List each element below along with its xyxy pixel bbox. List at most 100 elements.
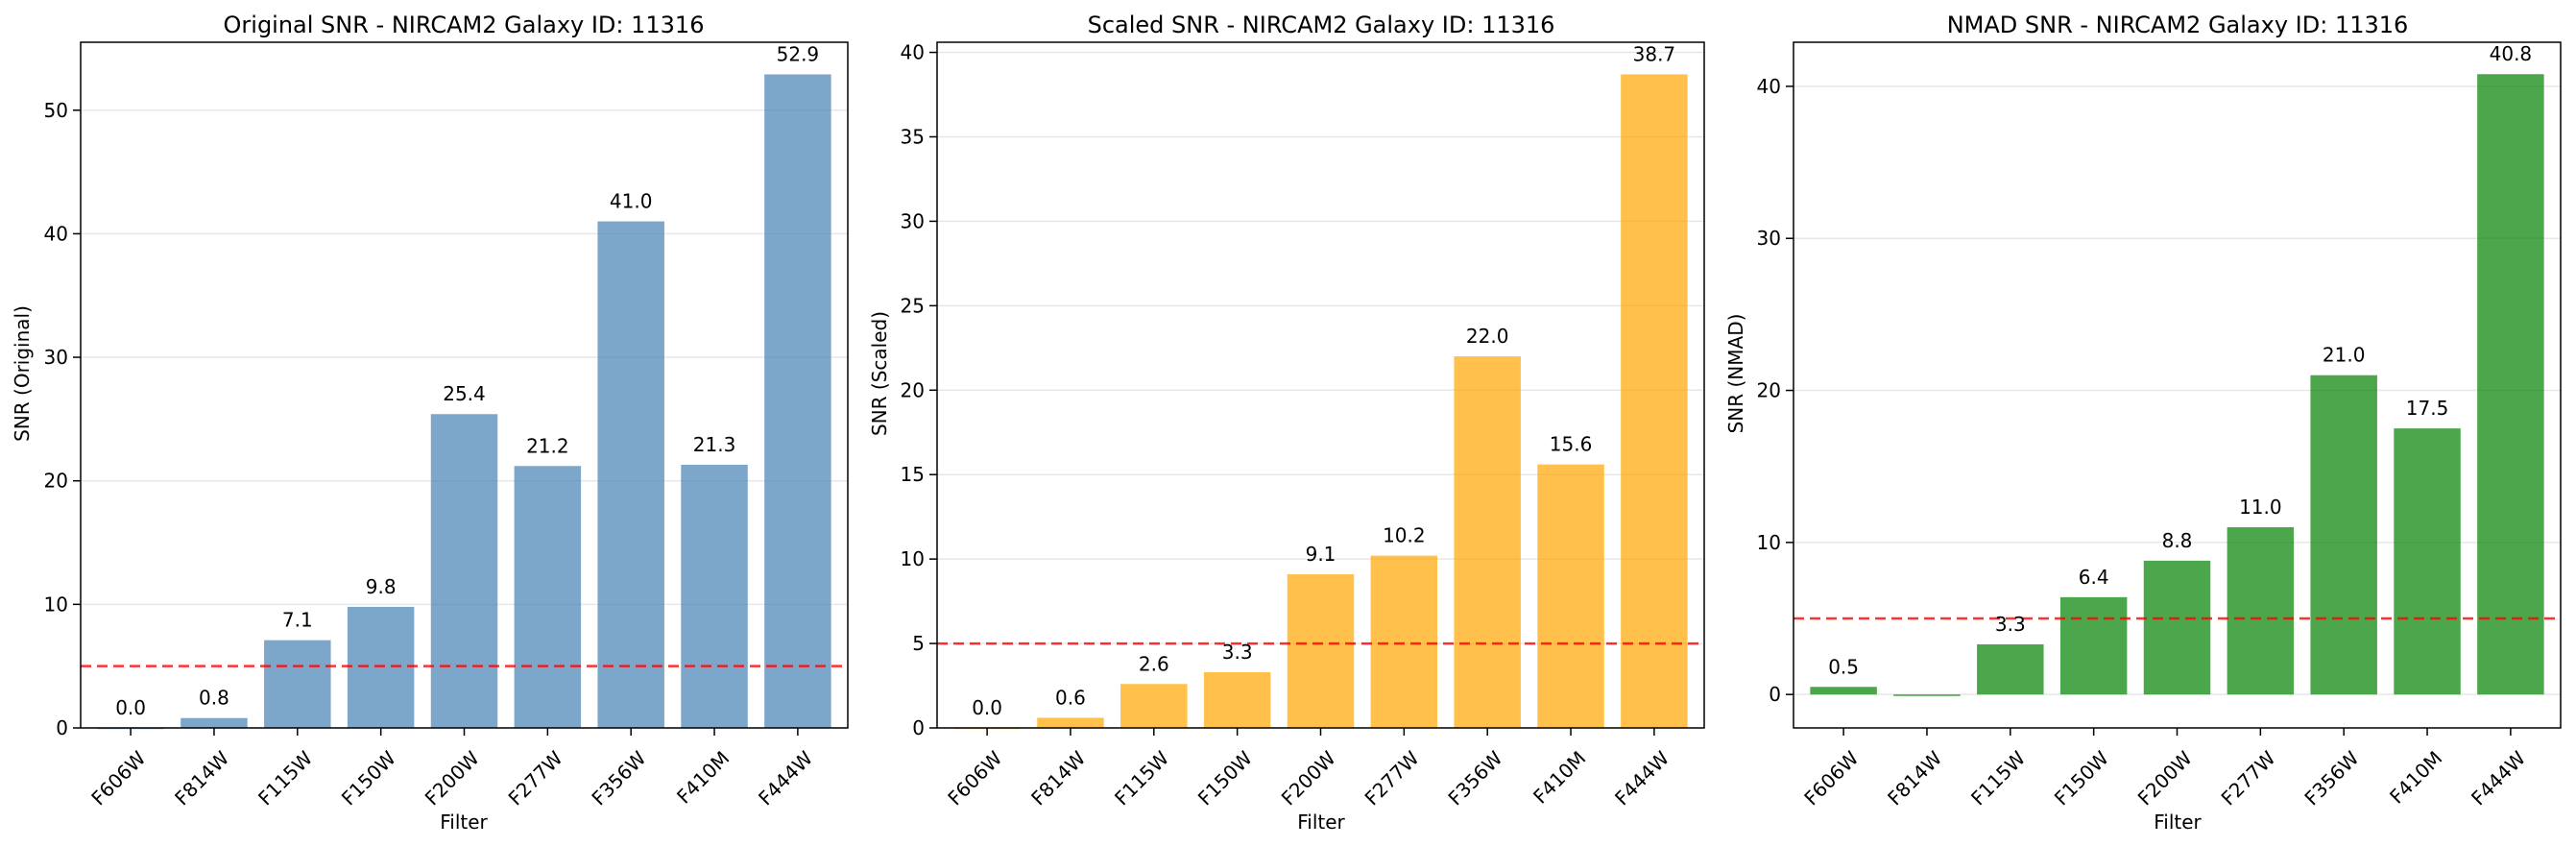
y-tick-label: 0 [56,716,68,739]
y-tick-label: 20 [44,470,68,493]
x-tick-label: F200W [1277,746,1340,810]
x-tick-label: F150W [1193,746,1257,810]
y-tick-label: 50 [44,99,68,122]
y-axis-ticks: 0 10 20 30 40 [1757,75,1794,706]
bar-f814w [1037,717,1104,728]
x-tick-label: F200W [2133,746,2197,810]
y-axis-ticks: 0 10 20 30 40 50 [44,99,81,739]
y-axis-label: SNR (Original) [11,305,34,442]
x-tick-label: F410M [1529,746,1590,808]
y-tick-label: 40 [1757,75,1781,98]
y-tick-label: 20 [1757,379,1781,402]
bar-f277w [1370,555,1438,728]
x-tick-label: F115W [1110,746,1173,810]
data-label: 8.8 [2162,529,2193,552]
plot-frame [80,41,849,729]
data-label: 3.3 [1995,613,2026,636]
bars [953,74,1688,730]
y-tick-label: 20 [901,378,925,401]
x-tick-label: F356W [1443,746,1506,810]
data-label: 3.3 [1222,641,1253,664]
chart-title: Original SNR - NIRCAM2 Galaxy ID: 11316 [224,12,705,38]
x-tick-label: F606W [1799,746,1863,810]
data-labels: 0.0 0.8 7.1 9.8 25.4 21.2 41.0 21.3 52.9 [115,42,819,719]
plot-frame [936,41,1705,729]
bar-f356w [2310,375,2377,695]
data-label: 38.7 [1633,42,1676,65]
x-axis-label: Filter [1297,811,1345,834]
y-tick-label: 0 [1769,683,1781,706]
bar-f444w [1621,74,1688,728]
data-label: 0.8 [199,687,229,710]
data-label: 0.0 [972,696,1002,719]
y-tick-label: 35 [901,125,925,148]
y-tick-label: 30 [1757,227,1781,250]
y-tick-label: 40 [44,222,68,245]
bar-f356w [597,221,664,729]
bar-f150w [1203,671,1271,728]
data-label: 9.8 [366,575,397,598]
data-label: 52.9 [777,42,820,65]
y-tick-label: 25 [901,294,925,317]
y-axis-label: SNR (NMAD) [1724,314,1747,434]
bars [97,74,831,730]
bar-f115w [264,640,331,728]
y-tick-label: 10 [901,547,925,570]
x-tick-label: F410M [2385,746,2446,808]
data-label: 11.0 [2239,496,2282,519]
x-axis-ticks: F606W F814W F115W F150W F200W F277W F356W F410M… [1799,728,2530,810]
y-tick-label: 10 [44,593,68,616]
chart-title: NMAD SNR - NIRCAM2 Galaxy ID: 11316 [1947,12,2409,38]
bar-f444w [764,74,831,728]
x-tick-label: F356W [587,746,650,810]
bar-f410m [1537,464,1604,728]
x-tick-label: F277W [2217,746,2280,810]
bar-f444w [2477,74,2544,695]
x-tick-label: F277W [1360,746,1424,810]
chart-title: Scaled SNR - NIRCAM2 Galaxy ID: 11316 [1088,12,1555,38]
chart-nmad-snr: NMAD SNR - NIRCAM2 Galaxy ID: 11316 SNR … [1724,12,2562,834]
y-tick-label: 30 [901,209,925,232]
data-label: 41.0 [610,190,653,213]
x-tick-label: F444W [2467,746,2530,810]
data-label: 15.6 [1550,433,1593,456]
data-label: 9.1 [1306,543,1336,566]
bar-f277w [2227,527,2295,695]
x-tick-label: F200W [421,746,484,810]
data-labels: 0.0 0.6 2.6 3.3 9.1 10.2 22.0 15.6 38.7 [972,42,1675,719]
data-label: 21.3 [693,433,736,456]
bar-f410m [2394,428,2461,695]
x-tick-label: F356W [2299,746,2363,810]
chart-scaled-snr: Scaled SNR - NIRCAM2 Galaxy ID: 11316 SN… [868,12,1705,834]
bar-f200w [430,414,498,728]
data-label: 2.6 [1139,652,1169,675]
data-label: 0.6 [1055,686,1086,709]
data-label: 6.4 [2079,566,2109,589]
bar-f277w [514,466,582,728]
bar-f410m [681,464,748,728]
x-tick-label: F606W [86,746,150,810]
data-label: 21.0 [2323,344,2366,367]
x-tick-label: F444W [1610,746,1673,810]
x-tick-label: F277W [504,746,567,810]
data-label: 21.2 [526,434,569,457]
bar-f356w [1454,356,1521,728]
y-tick-label: 15 [901,463,925,486]
bar-f200w [2143,560,2211,695]
x-tick-label: F606W [943,746,1006,810]
x-tick-label: F814W [1883,746,1946,810]
data-label: 0.0 [115,696,146,719]
bar-f115w [1977,643,2044,695]
y-tick-label: 0 [912,716,925,739]
x-tick-label: F814W [1026,746,1090,810]
data-label: 40.8 [2490,42,2533,65]
y-tick-label: 30 [44,346,68,369]
x-tick-label: F410M [672,746,734,808]
y-axis-ticks: 0 5 10 15 20 25 30 35 40 [901,41,937,739]
x-tick-label: F115W [1966,746,2030,810]
y-tick-label: 5 [912,632,925,655]
data-label: 0.5 [1828,655,1859,678]
bar-f150w [347,606,415,728]
bars [1810,74,2544,696]
